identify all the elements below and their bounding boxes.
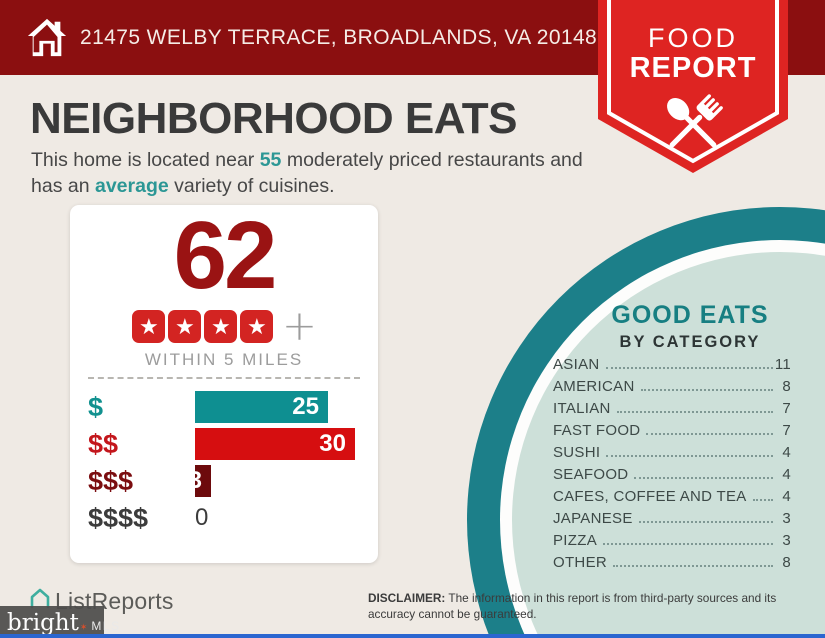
star-icon: ★	[168, 309, 202, 343]
price-tier-label: $$$	[88, 466, 134, 496]
list-item: SUSHI 4	[553, 444, 791, 466]
restaurant-summary-card: 62 ★ ★ ★ ★ + WITHIN 5 MILES $ 25 $$ 30 $…	[70, 202, 378, 563]
category-count: 3	[782, 510, 791, 527]
variety-highlight: average	[94, 174, 169, 197]
category-count: 4	[782, 444, 791, 461]
subtitle-mid2: has an	[31, 174, 90, 197]
category-label: ASIAN	[553, 356, 600, 373]
badge-title-line2: REPORT	[629, 52, 757, 84]
category-label: ITALIAN	[553, 400, 611, 417]
good-eats-heading: GOOD EATS BY CATEGORY	[540, 301, 825, 352]
category-count: 7	[782, 422, 791, 439]
page-title: NEIGHBORHOOD EATS	[30, 94, 517, 143]
utensils-icon	[667, 94, 723, 148]
dot-leader	[646, 433, 773, 435]
good-eats-title: GOOD EATS	[611, 301, 769, 329]
dot-leader	[606, 455, 773, 457]
price-tier-label: $$$$	[88, 503, 149, 533]
good-eats-count: 62	[173, 202, 278, 309]
category-count: 11	[774, 356, 791, 373]
dashed-divider	[88, 377, 360, 379]
list-item: CAFES, COFFEE AND TEA 4	[553, 488, 791, 510]
bottom-accent-bar	[0, 634, 825, 638]
price-bar-row: $ 25	[70, 391, 378, 423]
list-item: PIZZA 3	[553, 532, 791, 554]
price-bar-row: $$ 30	[70, 428, 378, 460]
category-count: 4	[782, 466, 791, 483]
price-bar-row: $$$$ 0	[70, 502, 378, 534]
food-report-badge: FOOD REPORT	[598, 0, 788, 176]
house-logo-icon	[30, 588, 50, 609]
price-bar: 30	[195, 428, 355, 460]
subtitle-pre: This home is located near	[31, 149, 255, 171]
property-address: 21475 WELBY TERRACE, BROADLANDS, VA 2014…	[80, 26, 598, 49]
dot-leader	[634, 477, 773, 479]
bar-value-zero: 0	[195, 504, 209, 531]
category-count: 3	[782, 532, 791, 549]
category-count: 8	[782, 378, 791, 395]
subtitle-text: This home is located near 55 moderately …	[31, 148, 606, 200]
category-label: FAST FOOD	[553, 422, 641, 439]
badge-title-line1: FOOD	[648, 23, 738, 53]
dot-leader	[603, 543, 773, 545]
category-count: 7	[782, 400, 791, 417]
category-count: 4	[782, 488, 791, 505]
dot-leader	[616, 411, 773, 413]
list-item: AMERICAN 8	[553, 378, 791, 400]
home-icon	[27, 18, 67, 57]
restaurant-count-highlight: 55	[259, 149, 282, 171]
subtitle-mid1: moderately priced restaurants and	[286, 149, 583, 171]
category-label: CAFES, COFFEE AND TEA	[553, 488, 747, 505]
disclaimer-text: DISCLAIMER: The information in this repo…	[368, 591, 777, 621]
bar-value: 30	[319, 430, 346, 457]
category-label: SEAFOOD	[553, 466, 629, 483]
mls-label: MLS	[91, 619, 121, 633]
list-item: JAPANESE 3	[553, 510, 791, 532]
star-icon: ★	[132, 309, 166, 343]
radius-caption: WITHIN 5 MILES	[144, 350, 304, 369]
list-item: OTHER 8	[553, 554, 791, 576]
price-bar-row: $$$ 3	[70, 465, 378, 497]
rating-stars: ★ ★ ★ ★ +	[70, 301, 378, 350]
subtitle-post: variety of cuisines.	[174, 174, 335, 197]
dot-leader	[613, 565, 773, 567]
price-bar: 3	[189, 465, 211, 497]
dot-leader	[605, 367, 773, 369]
category-list: ASIAN 11 AMERICAN 8 ITALIAN 7 FAST FOOD 7 SU…	[553, 356, 791, 576]
list-item: ASIAN 11	[553, 356, 791, 378]
disclaimer-label: DISCLAIMER:	[368, 591, 446, 605]
category-label: AMERICAN	[553, 378, 635, 395]
category-count: 8	[782, 554, 791, 571]
bright-logo-text: bright	[7, 610, 79, 636]
list-item: FAST FOOD 7	[553, 422, 791, 444]
price-bar: 25	[195, 391, 328, 423]
bar-value: 3	[188, 467, 202, 494]
good-eats-subtitle: BY CATEGORY	[619, 333, 761, 351]
category-label: JAPANESE	[553, 510, 633, 527]
dot-leader	[640, 389, 773, 391]
price-tier-label: $	[88, 392, 104, 422]
badge-shield-shape	[598, 0, 788, 173]
plus-icon: +	[281, 301, 318, 350]
star-icon: ★	[204, 309, 238, 343]
bright-mls-logo: bright ✶ MLS	[0, 606, 119, 638]
bar-value: 25	[292, 393, 319, 420]
category-label: OTHER	[553, 554, 607, 571]
category-label: SUSHI	[553, 444, 601, 461]
star-icon: ★	[240, 309, 274, 343]
dot-leader	[638, 521, 773, 523]
list-item: ITALIAN 7	[553, 400, 791, 422]
price-tier-label: $$	[88, 429, 119, 459]
mls-star-icon: ✶	[79, 622, 88, 632]
list-item: SEAFOOD 4	[553, 466, 791, 488]
dot-leader	[752, 499, 773, 501]
category-label: PIZZA	[553, 532, 598, 549]
